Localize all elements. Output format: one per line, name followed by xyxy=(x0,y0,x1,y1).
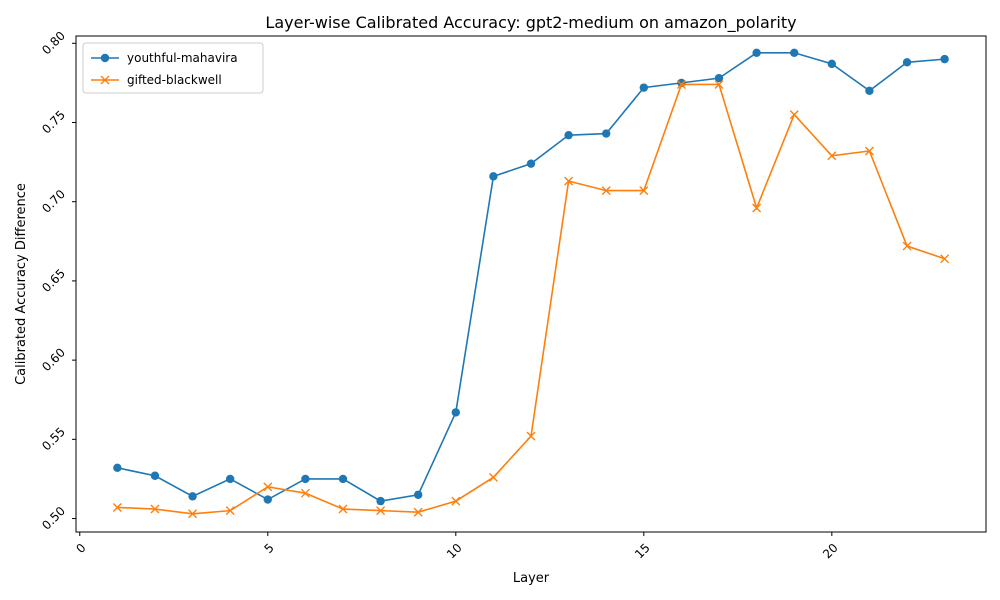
data-point xyxy=(188,509,198,519)
data-point xyxy=(413,507,423,517)
data-point xyxy=(639,83,649,92)
x-axis-label: Layer xyxy=(513,571,550,586)
data-point xyxy=(827,59,837,69)
data-point xyxy=(301,474,310,484)
y-axis-label: Calibrated Accuracy Difference xyxy=(14,183,29,385)
data-point xyxy=(263,482,273,492)
legend-entry: gifted-blackwell xyxy=(91,73,222,87)
data-point xyxy=(940,54,949,64)
legend-label: gifted-blackwell xyxy=(127,73,222,87)
series-youthful-mahavira xyxy=(113,48,949,506)
data-point xyxy=(564,130,573,140)
data-point xyxy=(451,408,460,417)
legend-entry: youthful-mahavira xyxy=(91,51,238,65)
plot-area xyxy=(112,48,950,519)
data-point xyxy=(902,58,912,67)
data-point xyxy=(413,490,423,499)
data-point xyxy=(601,186,611,196)
data-point xyxy=(300,488,310,498)
data-point xyxy=(451,496,461,506)
data-point xyxy=(602,129,611,138)
data-point xyxy=(150,471,160,480)
data-point xyxy=(676,79,686,89)
legend-box xyxy=(82,42,264,94)
legend: youthful-mahavira gifted-blackwell xyxy=(82,42,264,94)
data-point xyxy=(113,463,122,473)
data-point xyxy=(564,176,574,186)
data-point xyxy=(902,241,912,251)
data-point xyxy=(752,203,762,213)
series-gifted-blackwell xyxy=(112,79,950,519)
plot-frame xyxy=(75,35,987,533)
data-point xyxy=(489,172,498,181)
data-point xyxy=(263,495,272,504)
data-point xyxy=(225,474,235,484)
data-point xyxy=(789,110,799,120)
data-point xyxy=(188,492,197,501)
data-point xyxy=(526,159,536,168)
data-point xyxy=(338,504,348,514)
data-point xyxy=(376,496,385,506)
data-point xyxy=(827,151,837,161)
data-point xyxy=(225,506,235,516)
data-point xyxy=(488,472,498,482)
data-point xyxy=(714,73,724,83)
x-axis-ticks: 0 5 10 15 20 xyxy=(73,532,841,561)
data-point xyxy=(639,186,649,196)
data-point xyxy=(376,506,386,516)
data-point xyxy=(864,146,874,156)
chart-title: Layer-wise Calibrated Accuracy: gpt2-med… xyxy=(265,13,796,33)
legend-label: youthful-mahavira xyxy=(127,51,238,65)
data-point xyxy=(790,48,799,57)
data-point xyxy=(714,79,724,89)
data-point xyxy=(150,504,160,514)
data-point xyxy=(338,474,348,484)
data-point xyxy=(865,86,874,96)
data-point xyxy=(112,502,122,512)
data-point xyxy=(752,48,761,57)
data-point xyxy=(940,254,950,264)
data-point xyxy=(526,431,536,441)
